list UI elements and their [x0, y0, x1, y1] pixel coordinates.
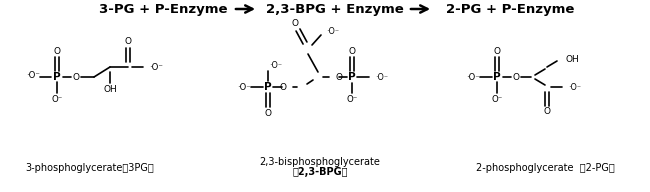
Text: O: O [493, 46, 501, 55]
Text: （2,3-BPG）: （2,3-BPG） [292, 167, 348, 177]
Text: O: O [73, 73, 79, 81]
Text: O: O [53, 46, 60, 55]
Text: O⁻: O⁻ [491, 94, 502, 103]
Text: O: O [125, 37, 131, 46]
Text: ·O⁻: ·O⁻ [269, 60, 282, 70]
Text: O: O [512, 73, 519, 81]
Text: 2-phosphoglycerate  （2-PG）: 2-phosphoglycerate （2-PG） [476, 163, 614, 173]
Text: O⁻: O⁻ [51, 94, 62, 103]
Text: O: O [335, 73, 342, 81]
Text: ·O⁻: ·O⁻ [375, 73, 388, 81]
Text: 2-PG + P-Enzyme: 2-PG + P-Enzyme [446, 2, 574, 16]
Text: O: O [279, 83, 286, 92]
Text: OH: OH [565, 55, 578, 64]
Text: ·O⁻: ·O⁻ [149, 63, 163, 71]
Text: O: O [265, 108, 272, 118]
Text: ·O⁻: ·O⁻ [26, 71, 40, 80]
Text: O: O [291, 20, 298, 28]
Text: ·O⁻: ·O⁻ [237, 83, 251, 92]
Text: 2,3-BPG + Enzyme: 2,3-BPG + Enzyme [266, 2, 404, 16]
Text: O: O [543, 108, 551, 117]
Text: 3-PG + P-Enzyme: 3-PG + P-Enzyme [99, 2, 228, 16]
Text: ·O⁻: ·O⁻ [466, 73, 480, 81]
Text: O⁻: O⁻ [346, 94, 358, 103]
Text: P: P [348, 72, 356, 82]
Text: ·O⁻: ·O⁻ [326, 26, 339, 36]
Text: P: P [493, 72, 501, 82]
Text: O: O [348, 46, 356, 55]
Text: OH: OH [103, 84, 117, 94]
Text: P: P [264, 82, 272, 92]
Text: 3-phosphoglycerate（3PG）: 3-phosphoglycerate（3PG） [25, 163, 155, 173]
Text: ·O⁻: ·O⁻ [568, 83, 581, 92]
Text: P: P [53, 72, 61, 82]
Text: 2,3-bisphosphoglycerate: 2,3-bisphosphoglycerate [259, 157, 380, 167]
